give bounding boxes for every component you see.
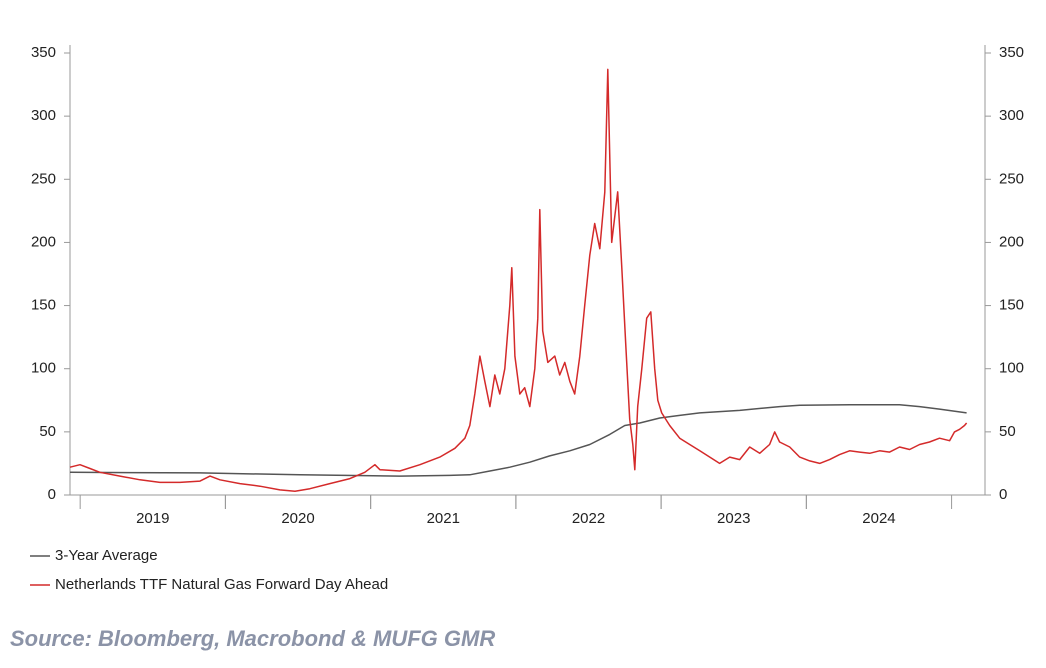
y-tick-label: 50 bbox=[39, 423, 56, 440]
y2-tick-label: 250 bbox=[999, 170, 1024, 187]
x-tick-label: 2022 bbox=[572, 510, 605, 527]
y2-tick-label: 100 bbox=[999, 360, 1024, 377]
x-tick-label: 2020 bbox=[281, 510, 314, 527]
x-tick-label: 2021 bbox=[427, 510, 460, 527]
y2-tick-label: 200 bbox=[999, 233, 1024, 250]
legend-label: Netherlands TTF Natural Gas Forward Day … bbox=[55, 576, 388, 593]
y-tick-label: 150 bbox=[31, 297, 56, 314]
x-tick-label: 2024 bbox=[862, 510, 895, 527]
legend-label: 3-Year Average bbox=[55, 547, 158, 564]
y2-tick-label: 150 bbox=[999, 297, 1024, 314]
series-line bbox=[69, 68, 968, 492]
source: Source: Bloomberg, Macrobond & MUFG GMR bbox=[10, 626, 495, 651]
y-tick-label: 0 bbox=[48, 486, 56, 503]
y-tick-label: 100 bbox=[31, 360, 56, 377]
x-tick-label: 2023 bbox=[717, 510, 750, 527]
y2-tick-label: 50 bbox=[999, 423, 1016, 440]
y2-tick-label: 350 bbox=[999, 44, 1024, 61]
y2-tick-label: 0 bbox=[999, 486, 1007, 503]
x-tick-label: 2019 bbox=[136, 510, 169, 527]
y-tick-label: 250 bbox=[31, 170, 56, 187]
y-tick-label: 300 bbox=[31, 107, 56, 124]
y2-tick-label: 300 bbox=[999, 107, 1024, 124]
series-line bbox=[69, 403, 967, 477]
y-tick-label: 350 bbox=[31, 44, 56, 61]
y-tick-label: 200 bbox=[31, 233, 56, 250]
